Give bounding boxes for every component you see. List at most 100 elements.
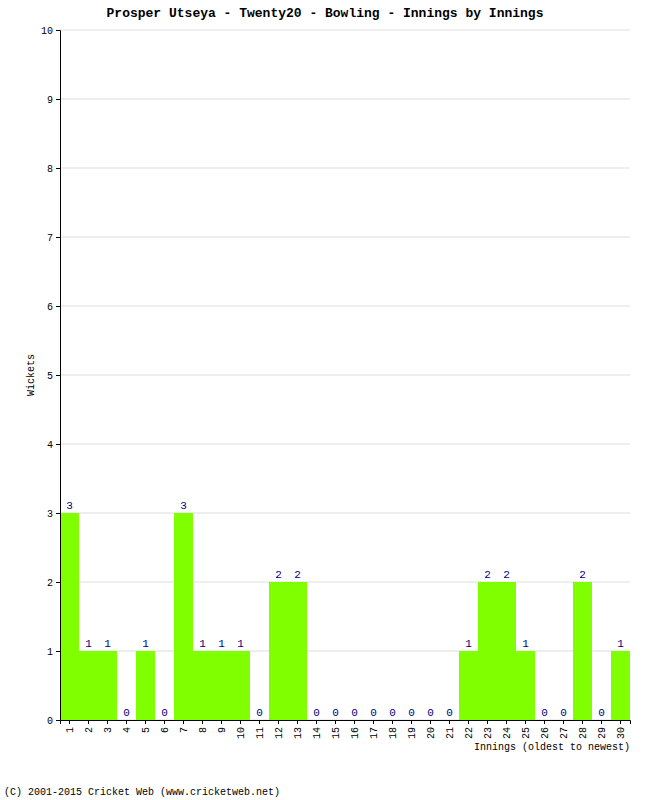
- bar: [193, 651, 212, 720]
- data-label: 2: [484, 569, 491, 581]
- bar: [402, 720, 421, 721]
- x-axis: 1234567891011121314151617181920212223242…: [61, 720, 631, 739]
- x-tick-mark: [411, 720, 412, 724]
- data-label: 1: [617, 638, 624, 650]
- x-tick-mark: [126, 720, 127, 724]
- grid-line: [60, 306, 630, 307]
- x-tick-mark: [278, 720, 279, 724]
- data-label: 1: [237, 638, 244, 650]
- y-tick-mark: [56, 99, 60, 100]
- y-axis-title: Wickets: [26, 354, 37, 396]
- x-tick: 7: [179, 720, 190, 733]
- x-tick-mark: [601, 720, 602, 724]
- data-label: 0: [313, 707, 320, 719]
- data-label: 0: [370, 707, 377, 719]
- y-tick: 2: [47, 578, 60, 589]
- bar: [516, 651, 535, 720]
- y-tick-label: 7: [47, 233, 53, 244]
- x-axis-line: [61, 721, 631, 725]
- x-tick-label: 16: [350, 727, 361, 739]
- data-labels: 311010311102200000000122100201: [66, 500, 624, 719]
- bar: [611, 651, 630, 720]
- x-tick: 30: [616, 720, 627, 739]
- x-tick: 3: [103, 720, 114, 733]
- x-tick: 9: [217, 720, 228, 733]
- data-label: 0: [408, 707, 415, 719]
- grid-line: [60, 582, 630, 583]
- x-tick-label: 30: [616, 727, 627, 739]
- y-tick: 10: [41, 26, 60, 37]
- y-tick: 5: [47, 371, 60, 382]
- bar: [478, 582, 497, 720]
- data-label: 0: [598, 707, 605, 719]
- grid-line: [60, 237, 630, 238]
- grid-line: [60, 99, 630, 100]
- x-tick-label: 22: [464, 727, 475, 739]
- plot: 3110103111022000000001221002010123456789…: [41, 26, 631, 739]
- x-tick-mark: [544, 720, 545, 724]
- data-label: 0: [389, 707, 396, 719]
- x-tick-label: 8: [198, 727, 209, 733]
- y-tick-mark: [56, 375, 60, 376]
- x-tick: 4: [122, 720, 133, 733]
- x-tick-mark: [373, 720, 374, 724]
- data-label: 2: [275, 569, 282, 581]
- x-tick-mark: [468, 720, 469, 724]
- x-tick: 16: [350, 720, 361, 739]
- data-label: 2: [503, 569, 510, 581]
- data-label: 0: [161, 707, 168, 719]
- x-tick: 6: [160, 720, 171, 733]
- y-tick-label: 4: [47, 440, 53, 451]
- bar: [459, 651, 478, 720]
- y-axis: 012345678910: [41, 26, 61, 727]
- bars: [60, 513, 630, 720]
- x-tick-mark: [240, 720, 241, 724]
- x-tick-label: 12: [274, 727, 285, 739]
- y-tick: 0: [47, 716, 60, 727]
- x-tick: 19: [407, 720, 418, 739]
- x-tick: 2: [84, 720, 95, 733]
- x-tick-label: 11: [255, 727, 266, 739]
- x-tick: 22: [464, 720, 475, 739]
- grid-line: [60, 375, 630, 376]
- bar: [535, 720, 554, 721]
- bar: [98, 651, 117, 720]
- bar: [440, 720, 459, 721]
- bar: [155, 720, 174, 721]
- x-tick-mark: [69, 720, 70, 724]
- data-label: 0: [560, 707, 567, 719]
- x-tick-label: 25: [521, 727, 532, 739]
- bar: [136, 651, 155, 720]
- x-tick-mark: [297, 720, 298, 724]
- bar: [231, 651, 250, 720]
- x-tick-mark: [392, 720, 393, 724]
- x-tick: 17: [369, 720, 380, 739]
- x-tick-label: 9: [217, 727, 228, 733]
- y-tick: 4: [47, 440, 60, 451]
- x-tick: 18: [388, 720, 399, 739]
- x-tick-mark: [316, 720, 317, 724]
- bar: [573, 582, 592, 720]
- grid-line: [60, 513, 630, 514]
- x-tick-mark: [107, 720, 108, 724]
- x-tick-label: 27: [559, 727, 570, 739]
- x-tick-mark: [525, 720, 526, 724]
- y-tick-label: 6: [47, 302, 53, 313]
- x-tick-label: 1: [65, 727, 76, 733]
- data-label: 3: [66, 500, 73, 512]
- x-tick: 8: [198, 720, 209, 733]
- bar: [288, 582, 307, 720]
- x-tick-label: 3: [103, 727, 114, 733]
- y-tick-label: 0: [47, 716, 53, 727]
- data-label: 0: [427, 707, 434, 719]
- x-tick-label: 7: [179, 727, 190, 733]
- x-tick-mark: [620, 720, 621, 724]
- y-tick-mark: [56, 444, 60, 445]
- title: Prosper Utseya - Twenty20 - Bowling - In…: [107, 6, 544, 21]
- x-tick-label: 15: [331, 727, 342, 739]
- x-tick-label: 28: [578, 727, 589, 739]
- x-tick: 14: [312, 720, 323, 739]
- footer: (C) 2001-2015 Cricket Web (www.cricketwe…: [4, 787, 280, 798]
- data-label: 1: [85, 638, 92, 650]
- x-tick-mark: [487, 720, 488, 724]
